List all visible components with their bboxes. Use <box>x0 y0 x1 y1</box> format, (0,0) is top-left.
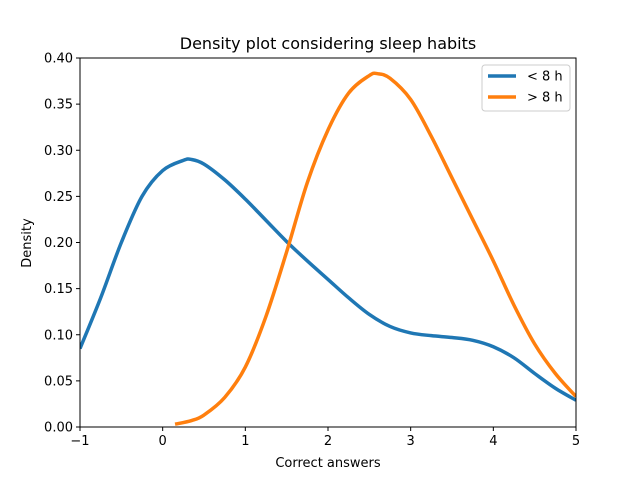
y-tick-label: 0.40 <box>44 52 73 67</box>
x-tick-label: 2 <box>324 434 332 449</box>
legend-label-0: < 8 h <box>527 70 563 85</box>
legend: < 8 h > 8 h <box>481 64 571 112</box>
y-tick-label: 0.20 <box>44 236 73 251</box>
y-tick-label: 0.00 <box>44 421 73 436</box>
y-tick-label: 0.25 <box>44 190 73 205</box>
series-line-0 <box>80 157 576 402</box>
series-line-1 <box>174 71 576 426</box>
x-tick-label: 4 <box>489 434 497 449</box>
y-tick-label: 0.05 <box>44 374 73 389</box>
x-tick-label: −1 <box>70 434 89 449</box>
x-tick-label: 3 <box>407 434 415 449</box>
legend-label-1: > 8 h <box>527 91 563 106</box>
plot-area: −1 0 1 2 3 4 5 0.00 0.05 0.10 0.15 0.20 0.25 0.30 0.35… <box>44 52 580 450</box>
y-axis-label: Density <box>20 218 35 268</box>
x-axis-label: Correct answers <box>275 456 381 471</box>
y-tick-label: 0.30 <box>44 144 73 159</box>
x-tick-label: 0 <box>159 434 167 449</box>
x-tick-label: 1 <box>241 434 249 449</box>
axes-frame <box>79 57 577 428</box>
x-tick-label: 5 <box>572 434 580 449</box>
y-tick-label: 0.10 <box>44 328 73 343</box>
y-tick-label: 0.15 <box>44 282 73 297</box>
y-tick-label: 0.35 <box>44 98 73 113</box>
chart-title: Density plot considering sleep habits <box>180 34 476 53</box>
